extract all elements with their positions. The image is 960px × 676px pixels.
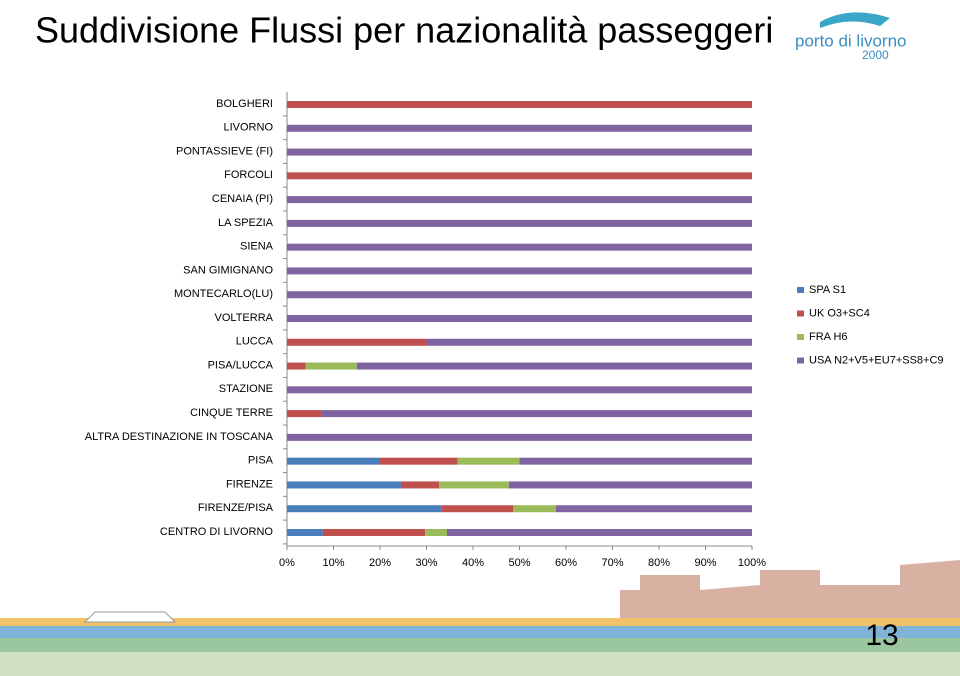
band: [0, 638, 960, 652]
legend-label: SPA S1: [809, 284, 846, 296]
x-tick-label: 80%: [648, 557, 670, 569]
y-tick-label: MONTECARLO(LU): [174, 288, 273, 300]
bar-segment: [380, 457, 458, 465]
logo: porto di livorno 2000: [795, 12, 907, 62]
bar-segment: [287, 219, 752, 227]
x-tick-label: 60%: [555, 557, 577, 569]
bar-segment: [287, 481, 401, 489]
x-tick-label: 30%: [415, 557, 437, 569]
legend-swatch: [797, 310, 804, 317]
x-tick-label: 70%: [601, 557, 623, 569]
y-tick-label: FIRENZE: [226, 478, 273, 490]
y-tick-label: FIRENZE/PISA: [198, 502, 274, 514]
bar-segment: [287, 362, 306, 370]
legend-label: USA N2+V5+EU7+SS8+C9: [809, 354, 944, 366]
band: [0, 626, 960, 638]
y-tick-label: ALTRA DESTINAZIONE IN TOSCANA: [85, 431, 274, 443]
y-tick-label: BOLGHERI: [216, 98, 273, 110]
bar-segment: [322, 529, 426, 536]
bar-segment: [305, 362, 357, 370]
bar-segment: [287, 457, 380, 465]
y-tick-label: FORCOLI: [224, 169, 273, 181]
y-tick-label: PONTASSIEVE (FI): [176, 145, 273, 157]
y-tick-label: CENTRO DI LIVORNO: [160, 526, 274, 538]
y-tick-label: LA SPEZIA: [218, 217, 274, 229]
bar-segment: [287, 433, 752, 441]
bar-segment: [287, 410, 322, 418]
bar-segment: [508, 481, 752, 489]
band: [0, 618, 960, 626]
bar-segment: [512, 505, 556, 513]
bar-segment: [519, 457, 752, 465]
slide-title: Suddivisione Flussi per nazionalità pass…: [35, 10, 773, 51]
bar-segment: [287, 101, 752, 108]
bar-segment: [287, 124, 752, 132]
bar-segment: [287, 291, 752, 299]
ship: [83, 611, 177, 623]
bar-segment: [555, 505, 752, 513]
bar-segment: [287, 148, 752, 156]
y-tick-label: VOLTERRA: [215, 312, 274, 324]
y-tick-label: SIENA: [240, 241, 274, 253]
city-silhouette: [620, 560, 960, 618]
x-tick-label: 40%: [462, 557, 484, 569]
legend-swatch: [797, 287, 804, 293]
x-tick-label: 10%: [322, 557, 344, 569]
legend-label: FRA H6: [809, 331, 848, 343]
bar-segment: [287, 529, 323, 536]
x-tick-label: 20%: [369, 557, 391, 569]
bar-segment: [425, 529, 447, 536]
bar-segment: [426, 338, 752, 346]
bar-segment: [287, 172, 752, 180]
x-tick-label: 90%: [694, 557, 716, 569]
y-tick-label: PISA/LUCCA: [208, 359, 274, 371]
y-tick-label: LIVORNO: [223, 122, 273, 134]
bar-segment: [287, 267, 752, 275]
logo-year: 2000: [862, 48, 889, 62]
x-tick-label: 100%: [738, 557, 766, 569]
bar-segment: [287, 243, 752, 251]
y-tick-label: CINQUE TERRE: [190, 407, 273, 419]
bar-segment: [287, 338, 427, 346]
y-tick-label: PISA: [248, 455, 274, 467]
legend-label: UK O3+SC4: [809, 307, 870, 319]
legend-swatch: [797, 357, 804, 364]
bar-segment: [457, 457, 520, 465]
bar-segment: [287, 386, 752, 394]
y-tick-label: STAZIONE: [219, 383, 273, 395]
page-number: 13: [865, 619, 898, 652]
legend-swatch: [797, 334, 804, 340]
bar-segment: [356, 362, 752, 370]
bar-segment: [287, 196, 752, 204]
x-tick-label: 50%: [508, 557, 530, 569]
bar-segment: [287, 315, 752, 322]
y-tick-label: SAN GIMIGNANO: [183, 264, 273, 276]
y-tick-label: LUCCA: [236, 336, 274, 348]
bar-segment: [400, 481, 440, 489]
x-tick-label: 0%: [279, 557, 295, 569]
logo-wave: [820, 12, 890, 28]
bar-segment: [287, 505, 442, 513]
y-tick-label: CENAIA (PI): [212, 193, 273, 205]
logo-name: porto di livorno: [795, 31, 907, 50]
bar-segment: [321, 410, 752, 418]
bar-segment: [441, 505, 513, 513]
bar-segment: [439, 481, 509, 489]
footer-bands: [0, 560, 960, 676]
bar-segment: [446, 529, 752, 536]
band: [0, 652, 960, 676]
